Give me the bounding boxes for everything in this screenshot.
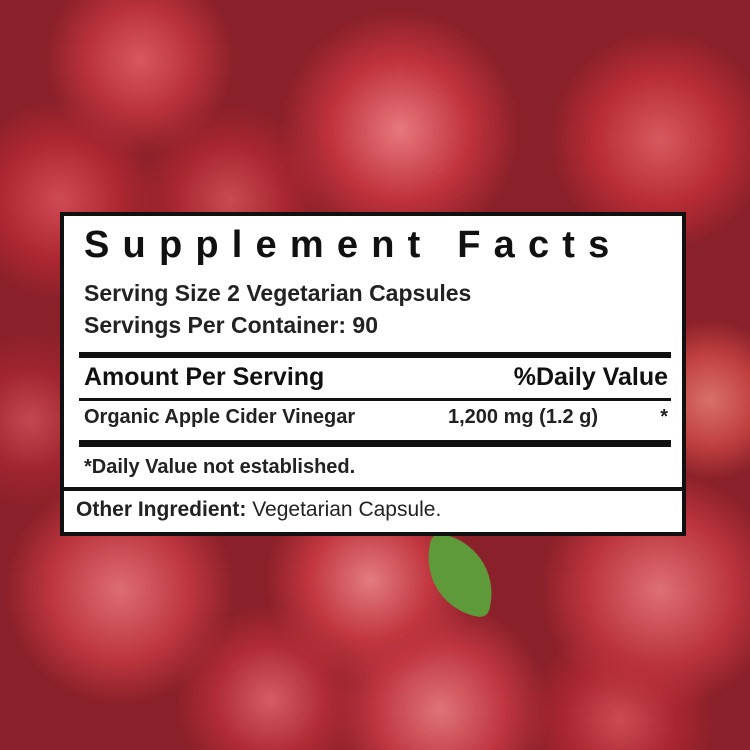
footnote: *Daily Value not established. — [84, 456, 356, 478]
servings-per-container: Servings Per Container: 90 — [84, 312, 378, 338]
thick-divider — [79, 352, 671, 358]
other-ingredient: Other Ingredient: Vegetarian Capsule. — [76, 498, 441, 522]
thin-divider — [79, 398, 671, 401]
serving-size: Serving Size 2 Vegetarian Capsules — [84, 280, 472, 306]
other-ingredient-label: Other Ingredient: — [76, 498, 247, 521]
other-ingredient-value: Vegetarian Capsule. — [252, 498, 442, 521]
ingredient-amount: 1,200 mg (1.2 g) — [448, 406, 599, 428]
other-ingredients-box: Other Ingredient: Vegetarian Capsule. — [64, 491, 682, 532]
ingredient-name: Organic Apple Cider Vinegar — [84, 406, 356, 428]
facts-main-box: Supplement Facts Serving Size 2 Vegetari… — [64, 216, 682, 487]
ingredient-dv: * — [660, 406, 668, 428]
daily-value-header: %Daily Value — [513, 363, 668, 391]
amount-header: Amount Per Serving — [84, 363, 325, 391]
thick-divider — [79, 440, 671, 447]
panel-title: Supplement Facts — [84, 224, 623, 266]
supplement-facts-panel: Supplement Facts Serving Size 2 Vegetari… — [60, 212, 686, 536]
